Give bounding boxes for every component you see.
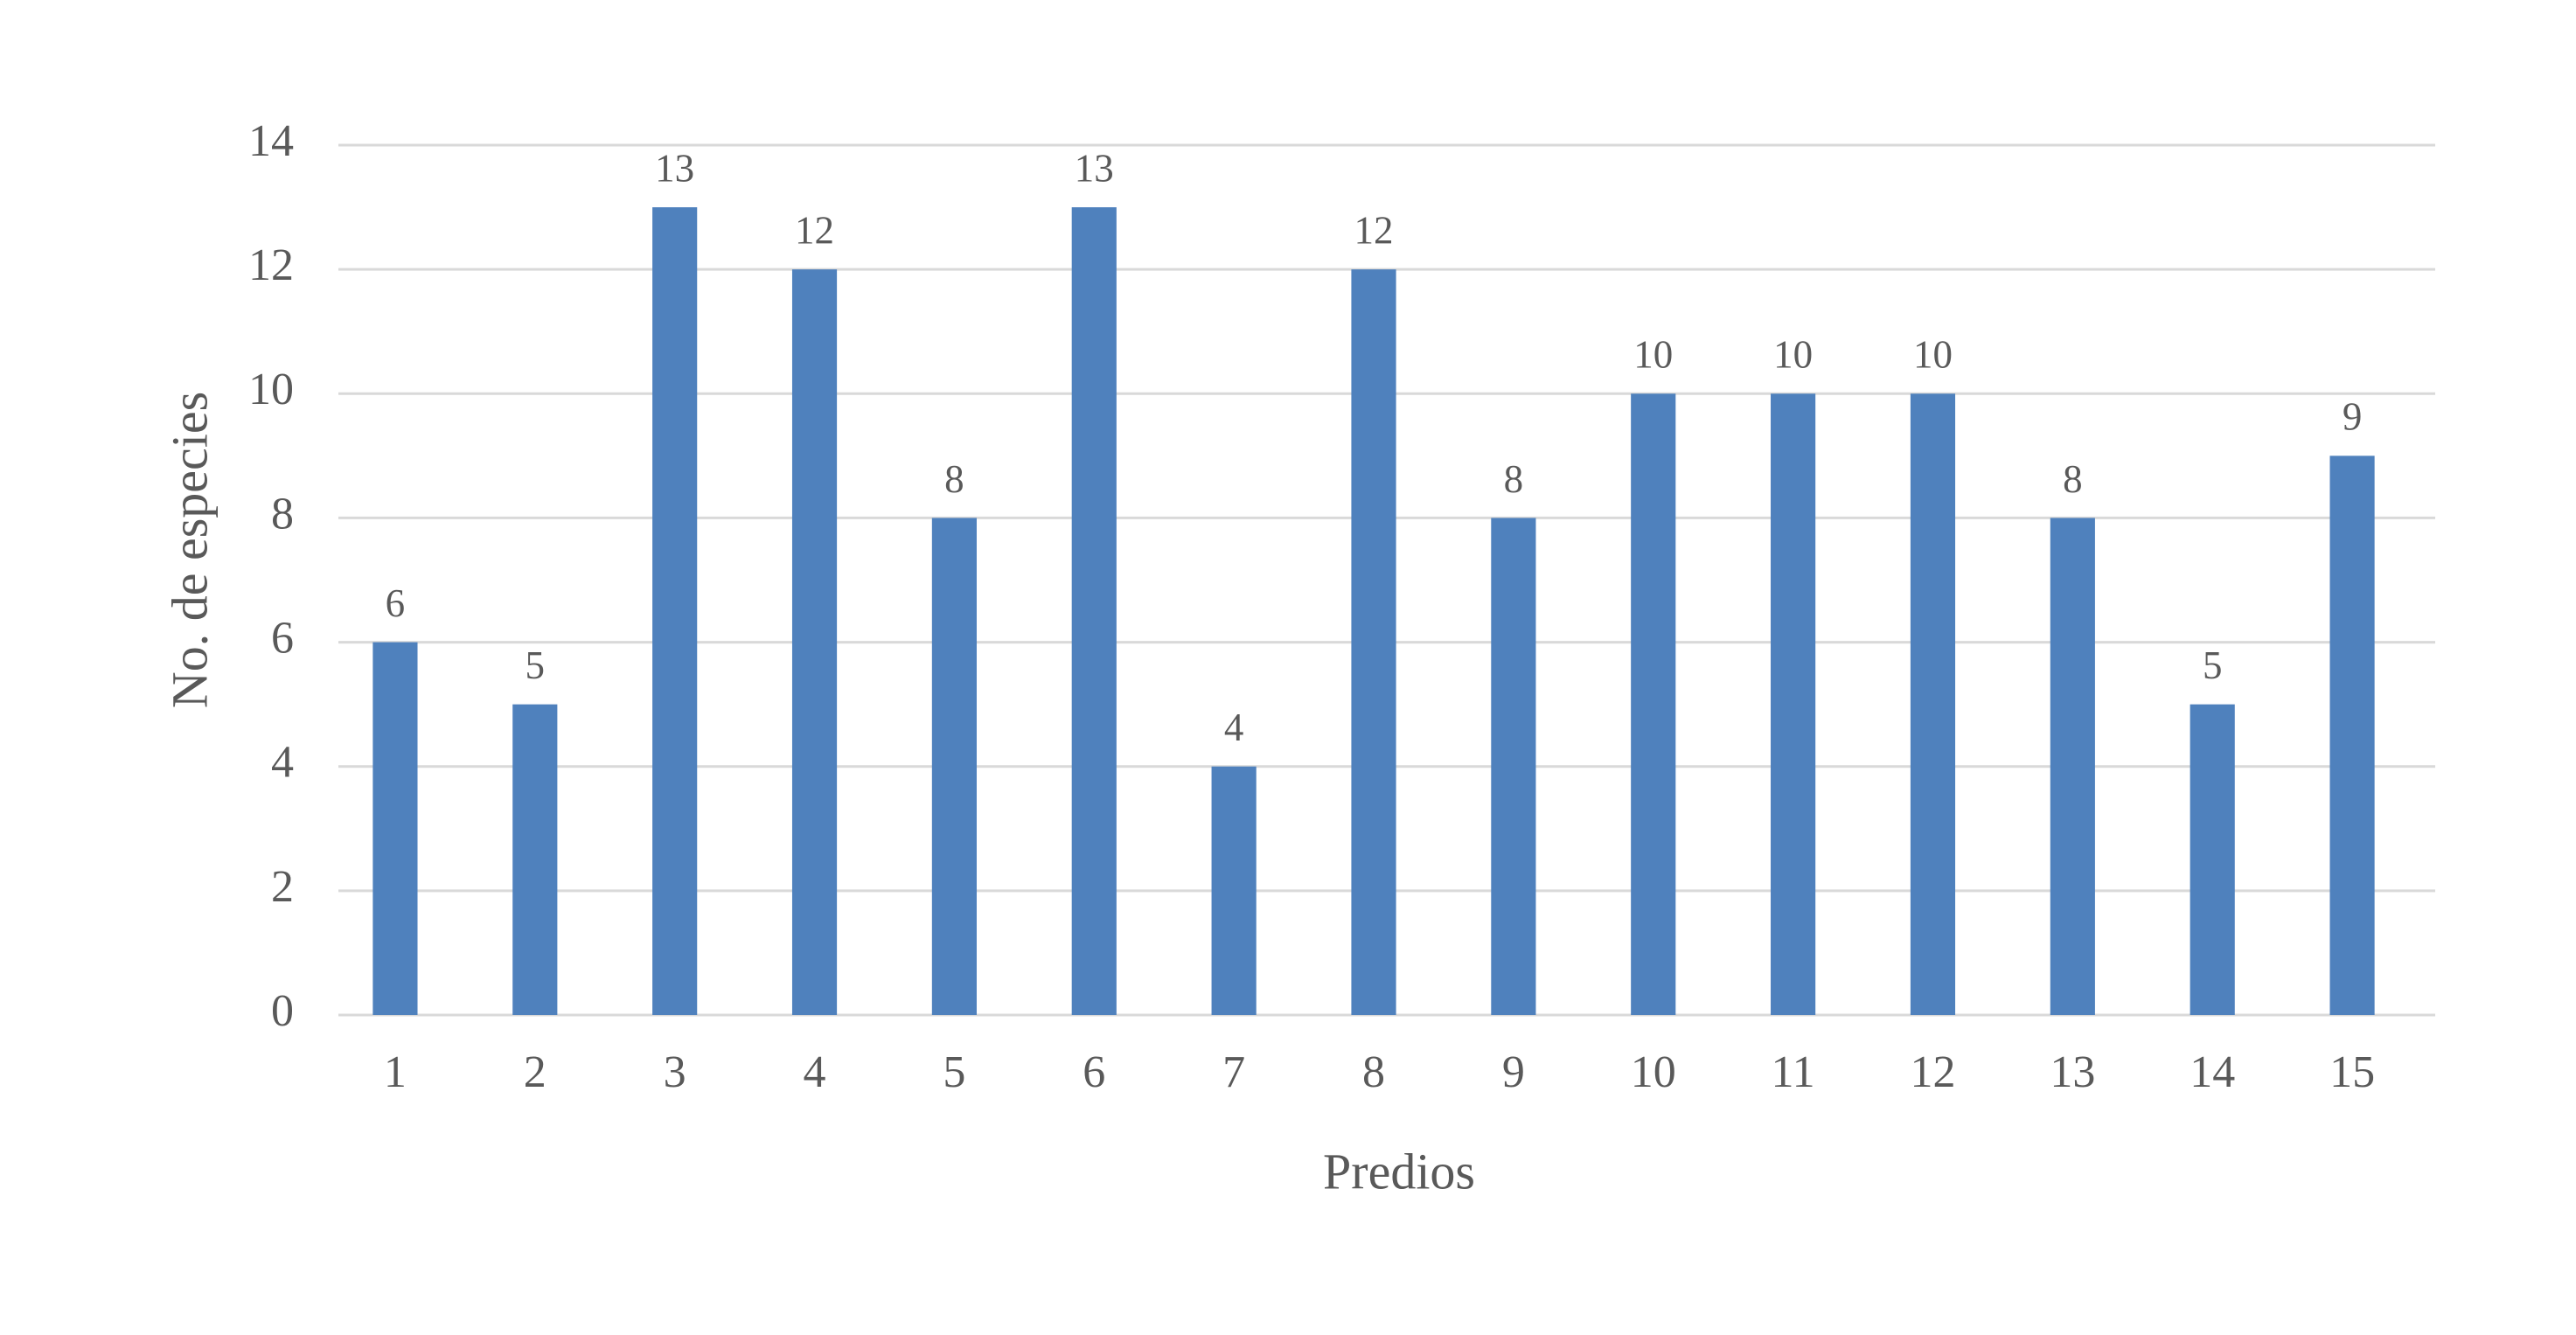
bar	[791, 269, 838, 1016]
data-label: 12	[1354, 208, 1394, 252]
y-tick-label: 2	[271, 862, 294, 912]
data-label: 8	[1504, 457, 1524, 501]
x-tick-label: 11	[1772, 1047, 1815, 1097]
x-tick-label: 10	[1631, 1047, 1676, 1097]
data-label: 9	[2343, 395, 2363, 439]
data-label: 13	[655, 146, 694, 190]
data-label: 10	[1773, 333, 1813, 377]
y-axis-title: No. de especies	[161, 392, 218, 708]
bar	[1910, 393, 1956, 1015]
data-label: 10	[1633, 333, 1673, 377]
data-label: 4	[1224, 706, 1244, 749]
x-tick-label: 9	[1502, 1047, 1525, 1097]
bar	[2190, 704, 2235, 1015]
bar	[1491, 518, 1536, 1015]
bar	[1771, 393, 1816, 1015]
y-tick-label: 6	[271, 614, 294, 664]
x-tick-label: 3	[664, 1047, 686, 1097]
x-tick-label: 7	[1222, 1047, 1245, 1097]
bar	[1351, 269, 1396, 1016]
y-tick-label: 8	[271, 489, 294, 539]
bar	[2050, 518, 2095, 1015]
data-label: 5	[2203, 643, 2223, 687]
y-tick-label: 4	[271, 738, 294, 788]
x-tick-label: 14	[2190, 1047, 2235, 1097]
bar	[652, 207, 698, 1016]
bar	[931, 518, 977, 1015]
x-tick-label: 13	[2050, 1047, 2095, 1097]
y-tick-label: 12	[248, 240, 294, 290]
x-tick-label: 1	[384, 1047, 407, 1097]
data-label: 5	[526, 643, 546, 687]
data-label: 12	[795, 208, 834, 252]
x-axis-title: Predios	[1323, 1143, 1475, 1199]
x-tick-label: 2	[524, 1047, 547, 1097]
x-tick-label: 6	[1083, 1047, 1105, 1097]
y-tick-label: 10	[248, 365, 294, 414]
x-tick-label: 15	[2329, 1047, 2375, 1097]
x-tick-label: 5	[943, 1047, 965, 1097]
y-tick-label: 14	[248, 116, 294, 166]
data-label: 10	[1913, 333, 1953, 377]
x-tick-label: 12	[1910, 1047, 1955, 1097]
x-tick-label: 8	[1362, 1047, 1385, 1097]
bar	[1631, 393, 1676, 1015]
bar	[1211, 766, 1257, 1015]
bar	[512, 704, 558, 1015]
data-label: 8	[944, 457, 964, 501]
data-label: 8	[2063, 457, 2083, 501]
data-label: 13	[1075, 146, 1114, 190]
data-label: 6	[386, 581, 406, 625]
bar	[1071, 207, 1117, 1016]
x-tick-label: 4	[804, 1047, 826, 1097]
y-tick-label: 0	[271, 986, 294, 1036]
bar	[372, 642, 418, 1015]
bar	[2329, 455, 2375, 1015]
